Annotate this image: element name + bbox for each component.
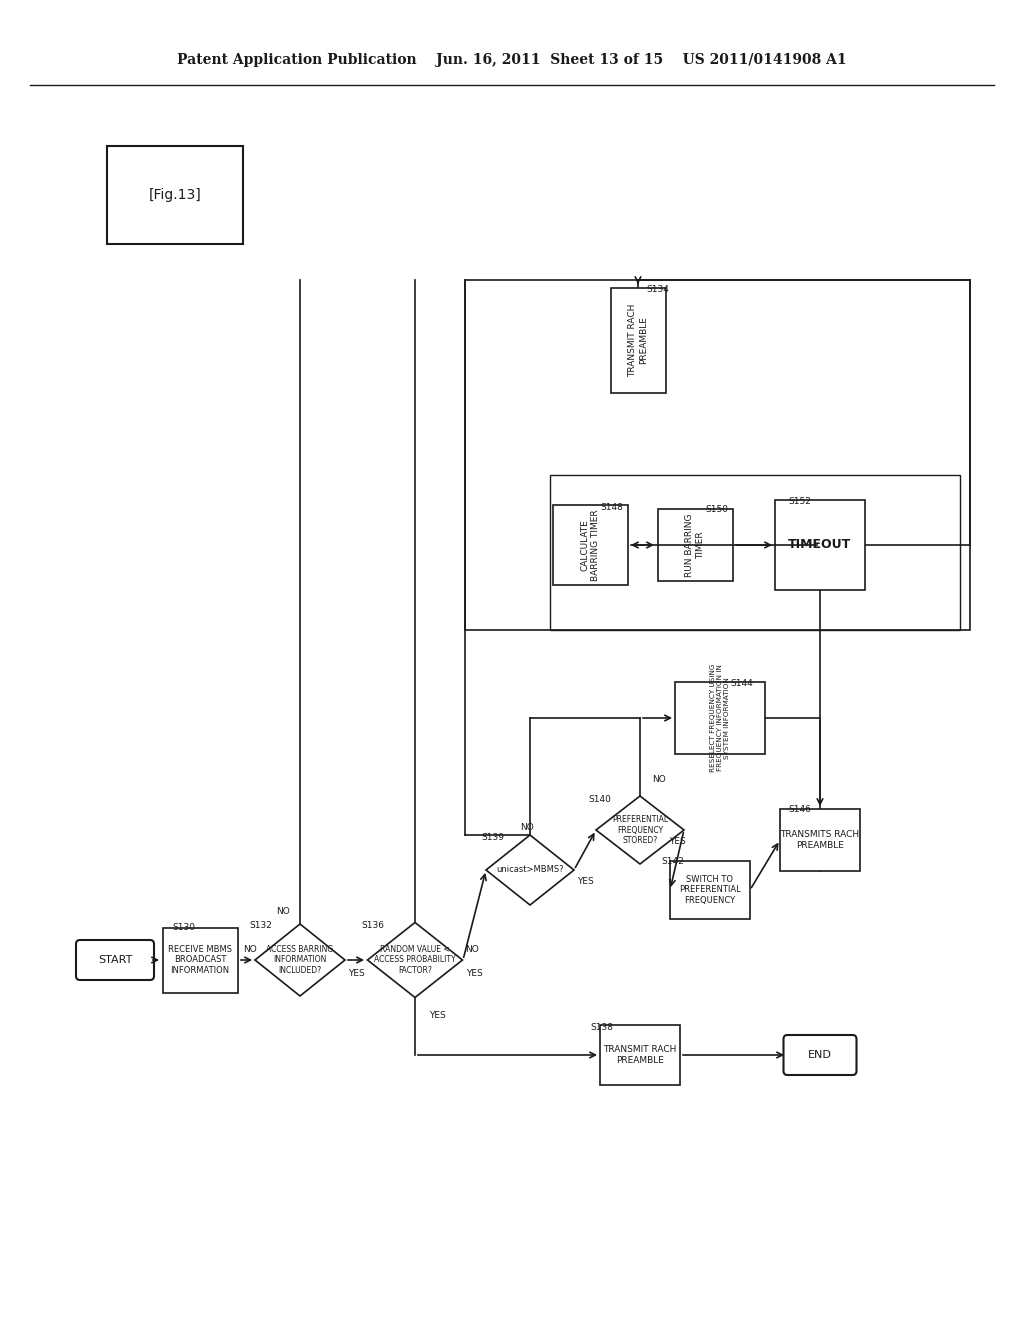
Text: YES: YES [669, 837, 685, 846]
Text: S144: S144 [731, 678, 754, 688]
Text: S139: S139 [481, 833, 505, 842]
Text: SWITCH TO
PREFERENTIAL
FREQUENCY: SWITCH TO PREFERENTIAL FREQUENCY [679, 875, 741, 906]
Text: YES: YES [347, 969, 365, 978]
Text: NO: NO [276, 908, 290, 916]
Text: S150: S150 [706, 504, 728, 513]
Text: S146: S146 [788, 805, 811, 814]
Polygon shape [163, 928, 238, 993]
Text: S136: S136 [361, 920, 384, 929]
Text: [Fig.13]: [Fig.13] [148, 187, 202, 202]
Text: TRANSMIT RACH
PREAMBLE: TRANSMIT RACH PREAMBLE [629, 304, 648, 376]
Text: S134: S134 [646, 285, 670, 294]
Polygon shape [675, 682, 765, 754]
Polygon shape [553, 506, 628, 585]
Text: END: END [808, 1049, 831, 1060]
Text: S152: S152 [788, 498, 811, 507]
Text: TIMEOUT: TIMEOUT [788, 539, 852, 552]
Text: START: START [98, 954, 132, 965]
Polygon shape [600, 1026, 680, 1085]
Text: YES: YES [577, 878, 593, 887]
Text: RANDOM VALUE <
ACCESS PROBABILITY
FACTOR?: RANDOM VALUE < ACCESS PROBABILITY FACTOR… [374, 945, 456, 975]
Polygon shape [486, 836, 574, 906]
Text: CALCULATE
BARRING TIMER: CALCULATE BARRING TIMER [581, 510, 600, 581]
Text: NO: NO [465, 945, 479, 954]
FancyBboxPatch shape [783, 1035, 856, 1074]
Text: unicast>MBMS?: unicast>MBMS? [497, 866, 564, 874]
Text: NO: NO [243, 945, 257, 954]
Text: TRANSMIT RACH
PREAMBLE: TRANSMIT RACH PREAMBLE [603, 1045, 677, 1065]
Text: Patent Application Publication    Jun. 16, 2011  Sheet 13 of 15    US 2011/01419: Patent Application Publication Jun. 16, … [177, 53, 847, 67]
Polygon shape [670, 861, 750, 919]
Text: RECEIVE MBMS
BROADCAST
INFORMATION: RECEIVE MBMS BROADCAST INFORMATION [168, 945, 232, 975]
Polygon shape [657, 510, 732, 581]
Text: YES: YES [429, 1011, 445, 1019]
Polygon shape [368, 923, 463, 998]
Polygon shape [780, 809, 860, 871]
Text: S142: S142 [662, 858, 684, 866]
Text: S138: S138 [591, 1023, 613, 1031]
FancyBboxPatch shape [76, 940, 154, 979]
Text: ACCESS BARRING
INFORMATION
INCLUDED?: ACCESS BARRING INFORMATION INCLUDED? [266, 945, 334, 975]
Text: S140: S140 [589, 796, 611, 804]
Text: YES: YES [466, 969, 482, 978]
Text: S132: S132 [250, 920, 272, 929]
Text: TRANSMITS RACH
PREAMBLE: TRANSMITS RACH PREAMBLE [780, 830, 859, 850]
Text: RUN BARRING
TIMER: RUN BARRING TIMER [685, 513, 705, 577]
Text: PREFERENTIAL
FREQUENCY
STORED?: PREFERENTIAL FREQUENCY STORED? [612, 814, 668, 845]
Polygon shape [775, 500, 865, 590]
Text: S148: S148 [600, 503, 624, 511]
Text: NO: NO [520, 824, 534, 833]
Polygon shape [610, 288, 666, 392]
Text: NO: NO [652, 776, 666, 784]
Text: S130: S130 [172, 924, 195, 932]
Text: RESELECT FREQUENCY USING
FREQUENCY INFORMATION IN
SYSTEM INFORMATION: RESELECT FREQUENCY USING FREQUENCY INFOR… [710, 664, 730, 772]
Polygon shape [255, 924, 345, 997]
Polygon shape [596, 796, 684, 865]
